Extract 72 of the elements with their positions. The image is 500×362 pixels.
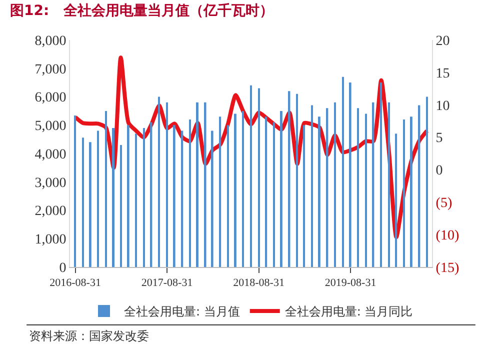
bar [135,134,137,267]
bar [143,128,145,267]
y2-tick-label: (15) [436,260,460,276]
bar [357,108,359,267]
bar [318,116,320,267]
y2-tick-label: 0 [436,164,443,179]
bar [418,105,420,267]
bar [288,91,290,267]
bar [89,142,92,267]
chart-title: 图12: 全社会用电量当月值（亿千瓦时） [10,2,274,20]
legend-label: 全社会用电量: 当月同比 [284,304,413,319]
y-tick-label: 0 [59,260,66,276]
bar [189,119,191,267]
bar [120,144,122,267]
bar [273,122,275,267]
y2-tick-label: (5) [436,196,452,212]
y2-tick-label: 10 [436,98,450,114]
bar [82,138,84,267]
bar [388,102,390,267]
bar [166,102,168,267]
bar [395,134,398,267]
y-tick-label: 4,000 [34,147,66,162]
bar [204,102,206,267]
bar [181,130,184,267]
bar [372,102,374,267]
text: 资料来源：国家发改委 [29,329,149,343]
x-tick-label: 2017-08-31 [141,277,193,290]
bar [219,116,222,267]
bar [326,108,328,267]
bar [211,130,214,267]
bar [250,85,252,267]
bar [127,125,130,267]
y2-tick-label: 20 [436,34,450,49]
x-tick-label: 2016-08-31 [50,277,101,290]
bar [380,82,382,267]
bar [365,114,367,267]
y-tick-label: 8,000 [34,34,66,49]
bar [97,130,99,267]
bar [173,125,176,267]
y2-tick-label: 5 [436,131,443,146]
y-tick-label: 3,000 [34,176,66,191]
bar [334,102,336,267]
bar [311,105,313,267]
bar [410,116,412,267]
bar [349,82,352,267]
bar [426,96,428,267]
y2-tick-label: (10) [436,228,460,244]
y-tick-label: 1,000 [34,232,66,248]
bar [342,76,344,267]
legend-label: 全社会用电量: 当月值 [124,304,240,319]
bar [74,115,76,267]
bar [303,125,306,267]
y2-tick-label: 15 [436,66,450,82]
bar [105,110,107,267]
bar [158,96,160,267]
y-tick-label: 7,000 [34,62,66,78]
y-tick-label: 5,000 [34,119,66,134]
bar [280,110,282,267]
bar [112,128,114,267]
bar [227,125,229,267]
bar [296,94,298,267]
y-tick-label: 2,000 [34,204,66,220]
bar [242,110,244,267]
bar [265,116,268,267]
bar [150,122,152,267]
bar [403,119,405,267]
x-tick-label: 2019-08-31 [324,277,376,290]
bar [196,102,198,267]
bar [258,88,260,267]
x-tick-label: 2018-08-31 [233,277,284,290]
bar [234,114,236,267]
y-tick-label: 6,000 [34,90,66,106]
